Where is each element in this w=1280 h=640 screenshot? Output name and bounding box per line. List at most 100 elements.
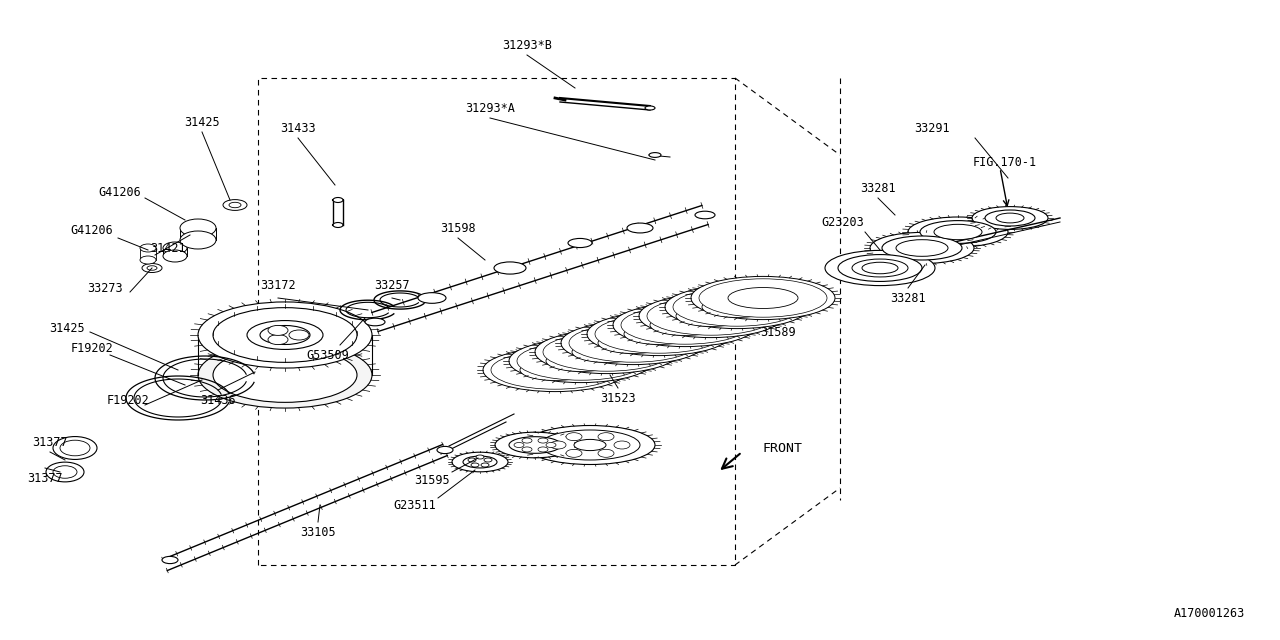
Ellipse shape	[861, 262, 899, 274]
Ellipse shape	[908, 217, 1009, 247]
Ellipse shape	[543, 333, 671, 371]
Ellipse shape	[673, 288, 801, 326]
Ellipse shape	[212, 308, 357, 362]
Ellipse shape	[494, 262, 526, 274]
Text: FRONT: FRONT	[762, 442, 803, 454]
Ellipse shape	[471, 463, 479, 467]
Ellipse shape	[699, 279, 827, 317]
Ellipse shape	[568, 239, 593, 248]
Ellipse shape	[468, 458, 476, 462]
Ellipse shape	[463, 456, 497, 468]
Ellipse shape	[570, 324, 698, 362]
Ellipse shape	[247, 321, 323, 349]
Ellipse shape	[996, 213, 1024, 223]
Ellipse shape	[538, 447, 548, 452]
Ellipse shape	[972, 207, 1048, 229]
Ellipse shape	[495, 432, 575, 458]
Ellipse shape	[595, 315, 723, 353]
Ellipse shape	[882, 236, 963, 260]
Text: 33273: 33273	[87, 282, 123, 294]
Text: 31425: 31425	[49, 321, 84, 335]
Ellipse shape	[920, 221, 996, 243]
Text: 31293*A: 31293*A	[465, 102, 515, 115]
Ellipse shape	[52, 466, 77, 478]
Text: 33172: 33172	[260, 278, 296, 291]
Ellipse shape	[476, 455, 484, 459]
Ellipse shape	[268, 335, 288, 344]
Ellipse shape	[520, 360, 590, 381]
Ellipse shape	[515, 442, 524, 447]
Ellipse shape	[481, 463, 489, 467]
Ellipse shape	[365, 318, 385, 326]
Ellipse shape	[598, 449, 614, 458]
Ellipse shape	[229, 202, 241, 208]
Text: 31523: 31523	[600, 392, 636, 404]
Ellipse shape	[180, 219, 216, 237]
Ellipse shape	[838, 255, 922, 282]
Ellipse shape	[163, 250, 187, 262]
Ellipse shape	[614, 441, 630, 449]
Text: 31421: 31421	[150, 241, 186, 255]
Ellipse shape	[649, 152, 660, 157]
Text: 31293*B: 31293*B	[502, 38, 552, 51]
Ellipse shape	[896, 240, 948, 257]
Text: 33281: 33281	[890, 291, 925, 305]
Ellipse shape	[573, 440, 605, 451]
Ellipse shape	[550, 441, 566, 449]
Ellipse shape	[223, 200, 247, 211]
Text: 31377: 31377	[27, 472, 63, 484]
Ellipse shape	[625, 323, 694, 344]
Ellipse shape	[419, 292, 445, 303]
Ellipse shape	[538, 438, 548, 443]
Ellipse shape	[650, 314, 721, 335]
Ellipse shape	[566, 433, 582, 441]
Ellipse shape	[452, 452, 508, 472]
Ellipse shape	[701, 296, 772, 317]
Ellipse shape	[826, 250, 934, 285]
Ellipse shape	[180, 231, 216, 249]
Text: 31598: 31598	[440, 221, 476, 234]
Text: F19202: F19202	[106, 394, 150, 406]
Ellipse shape	[666, 285, 809, 328]
Ellipse shape	[627, 223, 653, 233]
Ellipse shape	[598, 333, 668, 353]
Ellipse shape	[268, 325, 288, 335]
Ellipse shape	[522, 438, 532, 443]
Ellipse shape	[691, 276, 835, 319]
Ellipse shape	[142, 264, 163, 273]
Ellipse shape	[613, 303, 756, 347]
Ellipse shape	[934, 225, 982, 240]
Ellipse shape	[588, 312, 731, 356]
Text: 31377: 31377	[32, 435, 68, 449]
Text: 31595: 31595	[415, 474, 449, 486]
Ellipse shape	[509, 339, 653, 383]
Text: 33281: 33281	[860, 182, 896, 195]
Ellipse shape	[517, 342, 645, 380]
Ellipse shape	[522, 447, 532, 452]
Ellipse shape	[561, 321, 705, 365]
Text: 31433: 31433	[280, 122, 316, 134]
Text: F19202: F19202	[70, 342, 114, 355]
Ellipse shape	[436, 447, 453, 454]
Ellipse shape	[547, 442, 556, 447]
Ellipse shape	[492, 351, 620, 389]
Text: FIG.170-1: FIG.170-1	[973, 156, 1037, 168]
Ellipse shape	[260, 326, 310, 344]
Ellipse shape	[728, 287, 797, 308]
Text: G23511: G23511	[394, 499, 436, 511]
Ellipse shape	[639, 294, 783, 338]
Ellipse shape	[621, 306, 749, 344]
Ellipse shape	[535, 330, 678, 374]
Text: G53509: G53509	[307, 349, 349, 362]
Ellipse shape	[695, 211, 716, 219]
Ellipse shape	[870, 232, 974, 264]
Text: G41206: G41206	[70, 223, 114, 237]
Text: 31425: 31425	[184, 115, 220, 129]
Ellipse shape	[163, 556, 178, 564]
Ellipse shape	[212, 348, 357, 403]
Ellipse shape	[484, 458, 492, 462]
Text: 33105: 33105	[301, 525, 335, 538]
Ellipse shape	[852, 259, 908, 277]
Ellipse shape	[333, 223, 343, 227]
Ellipse shape	[676, 305, 746, 326]
